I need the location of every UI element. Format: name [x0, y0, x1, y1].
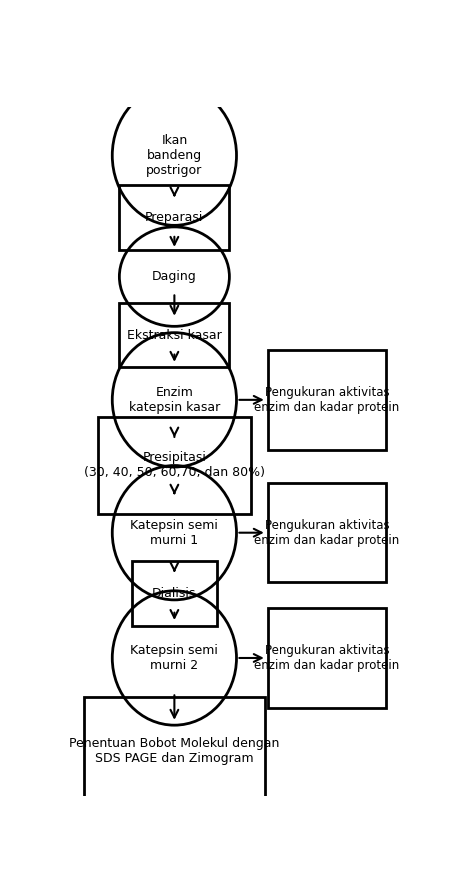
Text: Katepsin semi
murni 1: Katepsin semi murni 1 — [131, 519, 218, 547]
Text: Ekstraksi kasar: Ekstraksi kasar — [127, 329, 222, 342]
Text: Pengukuran aktivitas
enzim dan kadar protein: Pengukuran aktivitas enzim dan kadar pro… — [254, 519, 400, 547]
Text: Enzim
katepsin kasar: Enzim katepsin kasar — [129, 386, 220, 414]
Text: Pengukuran aktivitas
enzim dan kadar protein: Pengukuran aktivitas enzim dan kadar pro… — [254, 644, 400, 672]
Text: Penentuan Bobot Molekul dengan
SDS PAGE dan Zimogram: Penentuan Bobot Molekul dengan SDS PAGE … — [69, 737, 279, 765]
Text: Katepsin semi
murni 2: Katepsin semi murni 2 — [131, 644, 218, 672]
Text: Pengukuran aktivitas
enzim dan kadar protein: Pengukuran aktivitas enzim dan kadar pro… — [254, 386, 400, 414]
Text: Preparasi: Preparasi — [145, 211, 203, 224]
Text: Ikan
bandeng
postrigor: Ikan bandeng postrigor — [146, 134, 202, 177]
Text: Presipitasi
(30, 40, 50, 60,70, dan 80%): Presipitasi (30, 40, 50, 60,70, dan 80%) — [84, 451, 265, 479]
Text: Dialisis: Dialisis — [152, 586, 196, 600]
Text: Daging: Daging — [152, 270, 197, 283]
